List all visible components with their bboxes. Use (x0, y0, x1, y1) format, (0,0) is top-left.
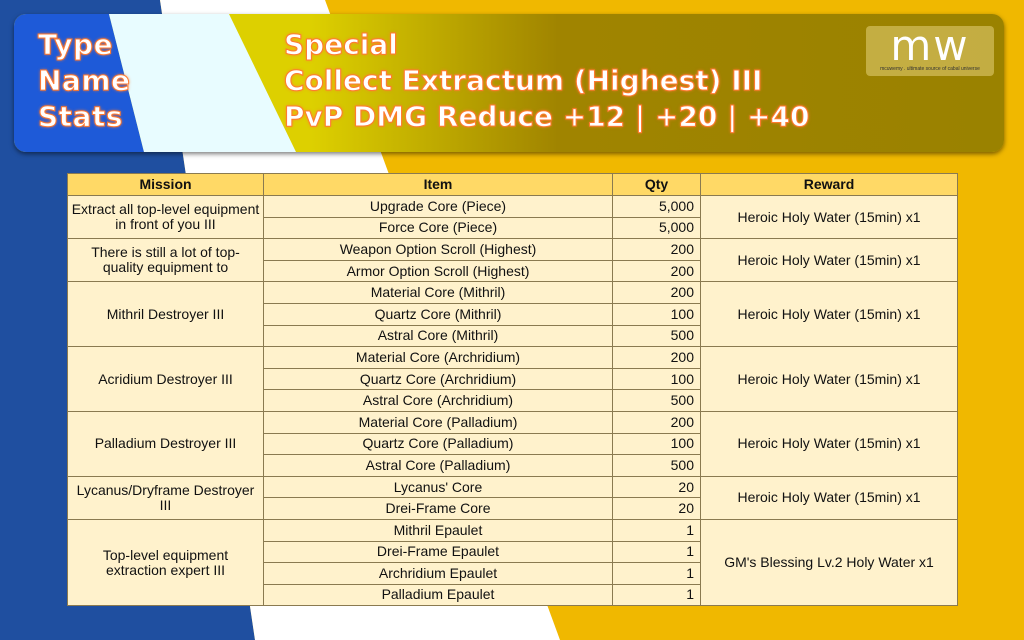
qty-cell: 5,000 (612, 216, 701, 240)
table-row: Force Core (Piece) 5,000 (68, 216, 958, 240)
name-label: Name (38, 64, 131, 98)
table-row: Palladium Destroyer III Material Core (Pa… (67, 410, 958, 477)
table-row: Lycanus/Dryframe Destroyer III Lycanus' C… (67, 475, 958, 520)
type-value: Special (284, 28, 399, 62)
qty-cell: 1 (612, 562, 701, 585)
qty-cell: 500 (612, 389, 701, 412)
name-value: Collect Extractum (Highest) III (283, 64, 763, 98)
table-row: Acridium Destroyer III Material Core (Arc… (67, 346, 958, 412)
logo: mw mcuwemy . ultimate source of cabal un… (866, 21, 994, 76)
col-mission: Mission (67, 173, 264, 196)
table-row: Archridium Epaulet 1 (68, 562, 958, 585)
mission-table: Mission Item Qty Reward Extract all top-… (67, 173, 958, 607)
qty-cell: 500 (612, 454, 701, 477)
table-row: Palladium Epaulet 1 (68, 583, 958, 607)
reward-cell: Heroic Holy Water (15min) x1 (700, 238, 958, 283)
item-cell: Astral Core (Palladium) (263, 454, 613, 477)
table-row: Extract all top-level equipment in front… (67, 194, 958, 240)
reward-cell: Heroic Holy Water (15min) x1 (700, 194, 958, 240)
table-row: There is still a lot of top-quality equi… (67, 238, 958, 283)
qty-cell: 100 (612, 432, 701, 456)
item-cell: Material Core (Archridium) (263, 346, 613, 369)
col-qty: Qty (612, 173, 701, 196)
header-banner: Type Name Stats Special Collect Extractu… (14, 14, 1004, 152)
item-cell: Drei-Frame Core (263, 497, 613, 520)
item-cell: Quartz Core (Mithril) (263, 302, 613, 326)
item-cell: Drei-Frame Epaulet (263, 540, 613, 564)
stats-label: Stats (38, 100, 124, 134)
col-item: Item (263, 173, 613, 196)
qty-cell: 20 (612, 497, 701, 520)
item-cell: Weapon Option Scroll (Highest) (263, 238, 613, 261)
table-header: Mission Item Qty Reward (67, 173, 958, 196)
mission-cell: Acridium Destroyer III (67, 346, 264, 412)
reward-cell: Heroic Holy Water (15min) x1 (700, 281, 958, 348)
item-cell: Force Core (Piece) (263, 216, 613, 240)
table-row: Quartz Core (Palladium) 100 (68, 432, 958, 456)
mission-cell: Palladium Destroyer III (67, 410, 264, 477)
table-row: Astral Core (Mithril) 500 (68, 324, 958, 348)
qty-cell: 1 (612, 518, 701, 542)
item-cell: Archridium Epaulet (263, 562, 613, 585)
item-cell: Mithril Epaulet (263, 518, 613, 542)
qty-cell: 200 (612, 410, 701, 434)
qty-cell: 1 (612, 583, 701, 607)
qty-cell: 1 (612, 540, 701, 564)
mission-cell: There is still a lot of top-quality equi… (67, 238, 264, 283)
logo-tagline: mcuwemy . ultimate source of cabal unive… (880, 66, 980, 72)
item-cell: Lycanus' Core (263, 475, 613, 499)
stats-value: PvP DMG Reduce +12 | +20 | +40 (283, 100, 810, 134)
table-row: Quartz Core (Archridium) 100 (68, 367, 958, 391)
table-row: Armor Option Scroll (Highest) 200 (68, 259, 958, 283)
qty-cell: 100 (612, 367, 701, 391)
table-row: Mithril Destroyer III Material Core (Mith… (67, 281, 958, 348)
qty-cell: 500 (612, 324, 701, 348)
qty-cell: 200 (612, 346, 701, 369)
mission-cell: Mithril Destroyer III (67, 281, 264, 348)
mission-cell: Top-level equipment extraction expert II… (67, 518, 264, 607)
reward-cell: Heroic Holy Water (15min) x1 (700, 410, 958, 477)
qty-cell: 20 (612, 475, 701, 499)
item-cell: Palladium Epaulet (263, 583, 613, 607)
qty-cell: 200 (612, 238, 701, 261)
item-cell: Astral Core (Archridium) (263, 389, 613, 412)
item-cell: Armor Option Scroll (Highest) (263, 259, 613, 283)
col-reward: Reward (700, 173, 958, 196)
item-cell: Upgrade Core (Piece) (263, 195, 613, 218)
table-row: Astral Core (Palladium) 500 (68, 454, 958, 477)
table-row: Top-level equipment extraction expert II… (67, 518, 958, 607)
item-cell: Quartz Core (Palladium) (263, 432, 613, 456)
reward-cell: Heroic Holy Water (15min) x1 (700, 475, 958, 520)
reward-cell: GM's Blessing Lv.2 Holy Water x1 (700, 518, 958, 607)
qty-cell: 200 (612, 259, 701, 283)
mission-cell: Lycanus/Dryframe Destroyer III (67, 475, 264, 520)
qty-cell: 5,000 (612, 195, 701, 218)
table-row: Drei-Frame Core 20 (68, 497, 958, 520)
qty-cell: 100 (612, 302, 701, 326)
logo-text: mw (890, 21, 970, 70)
qty-cell: 200 (612, 281, 701, 304)
table-row: Quartz Core (Mithril) 100 (68, 302, 958, 326)
reward-cell: Heroic Holy Water (15min) x1 (700, 346, 958, 412)
item-cell: Material Core (Mithril) (263, 281, 613, 304)
item-cell: Material Core (Palladium) (263, 410, 613, 434)
mission-cell: Extract all top-level equipment in front… (67, 194, 264, 240)
item-cell: Quartz Core (Archridium) (263, 367, 613, 391)
item-cell: Astral Core (Mithril) (263, 324, 613, 348)
type-label: Type (37, 28, 114, 62)
